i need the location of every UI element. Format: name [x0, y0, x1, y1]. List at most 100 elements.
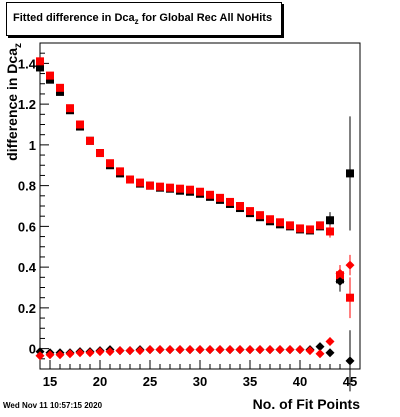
chart-title-subscript: z [134, 17, 139, 26]
y-axis-title: difference in Dcaz [4, 43, 24, 161]
timestamp: Wed Nov 11 10:57:15 2020 [3, 401, 103, 410]
data-point-diamond [265, 345, 275, 355]
data-point-square [296, 224, 304, 233]
x-tick-label: 20 [93, 374, 107, 389]
plot-frame [39, 42, 361, 370]
data-point-diamond [315, 342, 325, 352]
data-point-square [36, 57, 44, 66]
data-point-diamond [205, 345, 215, 355]
data-point-diamond [325, 348, 335, 358]
data-point-square [216, 193, 224, 202]
x-tick-label: 25 [143, 374, 157, 389]
data-point-square [36, 63, 44, 72]
y-axis-title-subscript: z [13, 43, 24, 48]
data-point-diamond [155, 345, 165, 355]
data-point-square [246, 207, 254, 216]
data-point-diamond [85, 348, 95, 358]
data-point-square [326, 227, 334, 236]
data-point-diamond [245, 345, 255, 355]
y-tick-label: 0.8 [18, 179, 36, 194]
data-point-diamond [285, 345, 295, 355]
data-point-square [256, 211, 264, 220]
x-axis-title: No. of Fit Points [253, 396, 361, 412]
data-point-square [166, 183, 174, 192]
data-point-diamond [325, 336, 335, 346]
data-point-square [136, 178, 144, 187]
data-point-diamond [185, 345, 195, 355]
data-point-square [196, 187, 204, 196]
data-point-diamond [305, 346, 315, 356]
data-point-diamond [145, 345, 155, 355]
data-point-square [156, 182, 164, 191]
data-point-diamond [65, 349, 75, 359]
y-axis-title-main: difference in Dca [4, 48, 20, 161]
data-point-diamond [345, 356, 355, 366]
data-point-diamond [115, 346, 125, 356]
data-point-diamond [315, 349, 325, 359]
y-tick-label: 0.2 [18, 301, 36, 316]
x-tick-label: 15 [43, 374, 57, 389]
data-point-diamond [45, 350, 55, 360]
x-tick-label: 30 [193, 374, 207, 389]
chart-title-suffix: for Global Rec All NoHits [138, 12, 273, 24]
data-point-square [326, 216, 334, 225]
data-point-square [46, 71, 54, 80]
y-tick-label: 0.4 [18, 260, 37, 275]
data-point-diamond [335, 268, 345, 278]
data-point-diamond [225, 345, 235, 355]
data-point-square [106, 159, 114, 168]
data-point-square [226, 197, 234, 206]
data-point-square [126, 175, 134, 184]
data-point-diamond [215, 345, 225, 355]
data-point-square [146, 181, 154, 190]
data-point-diamond [75, 348, 85, 358]
x-tick-label: 40 [293, 374, 307, 389]
data-point-square [346, 293, 354, 302]
data-point-diamond [55, 350, 65, 360]
data-point-square [186, 185, 194, 194]
y-tick-label: 1.2 [18, 97, 36, 112]
data-point-diamond [35, 351, 45, 361]
data-point-square [96, 149, 104, 158]
y-tick-label: 1 [29, 138, 36, 153]
y-tick-label: 0 [29, 342, 36, 357]
data-point-diamond [255, 345, 265, 355]
data-point-square [276, 218, 284, 227]
data-point-diamond [235, 345, 245, 355]
data-point-square [346, 169, 354, 178]
data-point-diamond [105, 347, 115, 357]
data-point-diamond [295, 345, 305, 355]
data-point-square [306, 225, 314, 234]
x-tick-label: 45 [343, 374, 357, 389]
data-point-square [286, 221, 294, 230]
data-point-square [236, 202, 244, 210]
data-point-square [116, 167, 124, 176]
chart-title-box: Fitted difference in Dcaz for Global Rec… [6, 2, 282, 36]
y-tick-label: 0.6 [18, 219, 36, 234]
data-point-square [56, 83, 64, 92]
data-point-diamond [135, 346, 145, 356]
data-point-square [46, 75, 54, 84]
data-point-diamond [175, 345, 185, 355]
data-point-square [76, 120, 84, 129]
data-point-square [56, 87, 64, 96]
chart-title-main: Fitted difference in Dca [13, 12, 135, 24]
data-point-diamond [335, 276, 345, 286]
data-point-diamond [165, 345, 175, 355]
y-tick-label: 1.4 [18, 56, 37, 71]
data-point-square [266, 215, 274, 224]
data-point-diamond [125, 346, 135, 356]
data-point-diamond [95, 347, 105, 357]
data-point-diamond [275, 345, 285, 355]
data-point-diamond [345, 260, 355, 270]
x-tick-label: 35 [243, 374, 257, 389]
data-point-square [66, 104, 74, 113]
data-point-square [206, 190, 214, 199]
data-point-square [176, 184, 184, 193]
data-point-square [86, 136, 94, 145]
data-point-square [316, 221, 324, 230]
data-point-diamond [195, 345, 205, 355]
chart-title: Fitted difference in Dcaz for Global Rec… [13, 12, 273, 26]
